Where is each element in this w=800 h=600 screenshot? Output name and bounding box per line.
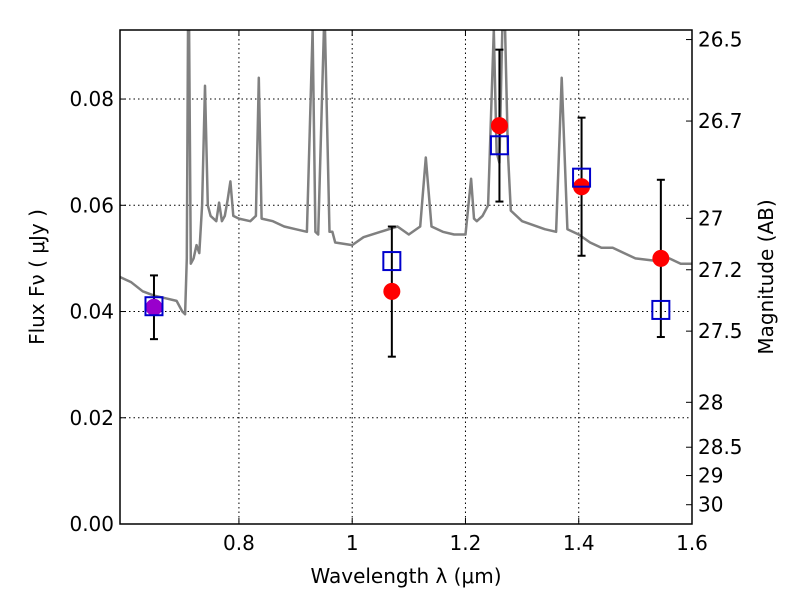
model-point: [144, 296, 164, 317]
y-tick-label: 0.04: [69, 300, 114, 324]
model-point: [651, 299, 671, 320]
y2-tick-label: 27.2: [698, 258, 743, 282]
x-tick-label: 1.2: [450, 531, 482, 555]
y2-tick-label: 30: [698, 493, 723, 517]
y2-axis-label: Magnitude (AB): [754, 199, 778, 354]
model-points: [144, 135, 671, 320]
y2-tick-label: 27: [698, 206, 723, 230]
observed-point: [490, 117, 508, 135]
x-axis-label: Wavelength λ (μm): [310, 564, 501, 588]
model-spectrum: [120, 30, 692, 316]
y2-tick-label: 26.7: [698, 109, 743, 133]
y2-tick-label: 28.5: [698, 435, 743, 459]
grid-lines: [120, 30, 692, 524]
model-point: [382, 251, 402, 272]
y2-tick-label: 27.5: [698, 319, 743, 343]
x-tick-label: 1.6: [676, 531, 708, 555]
model-point: [489, 135, 509, 156]
observed-point: [145, 298, 163, 316]
x-tick-label: 1: [346, 531, 359, 555]
y-axis-label: Flux Fν ( μJy ): [25, 209, 49, 345]
y-tick-label: 0.02: [69, 406, 114, 430]
y2-tick-label: 29: [698, 464, 723, 488]
x-tick-label: 1.4: [563, 531, 595, 555]
observed-point: [652, 249, 670, 267]
x-tick-label: 0.8: [223, 531, 255, 555]
y2-tick-label: 28: [698, 390, 723, 414]
spectrum-line: [120, 30, 692, 316]
y-tick-label: 0.06: [69, 193, 114, 217]
observed-point: [383, 282, 401, 300]
axes: 0.8 1 1.2 1.4 1.6 0.00 0.02 0.04 0.06 0.08 26.5 26.…: [69, 28, 742, 555]
model-point: [572, 167, 592, 188]
y-tick-label: 0.00: [69, 512, 114, 536]
y-tick-label: 0.08: [69, 87, 114, 111]
y2-tick-label: 26.5: [698, 28, 743, 52]
plot-frame: [119, 29, 693, 525]
